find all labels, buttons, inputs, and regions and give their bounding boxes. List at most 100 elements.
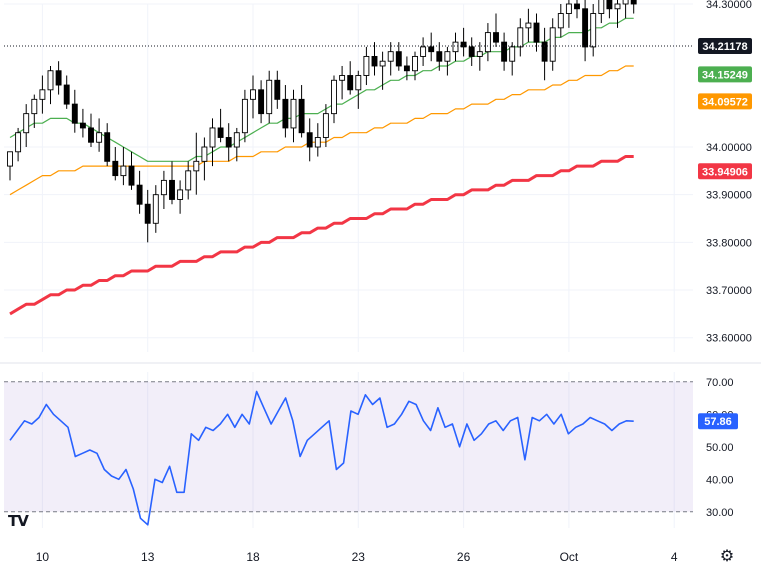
rsi-axis-tick-label: 30.00 (706, 507, 734, 519)
rsi-band (4, 381, 693, 512)
candle-body (185, 170, 192, 191)
current-price-tag-bg (698, 38, 752, 55)
candle-body (339, 75, 346, 81)
price-tag-bg (698, 66, 752, 83)
candle-body (428, 46, 435, 53)
price-pane[interactable]: 34.30000 34.00000 33.90000 33.80000 33.70000… (0, 0, 761, 364)
candle-body (39, 89, 46, 100)
candle-body (557, 13, 564, 29)
candle-body (347, 75, 354, 91)
candle-body (436, 51, 443, 62)
candle-body (493, 32, 499, 43)
sma-red-line (9, 155, 634, 316)
candle-body (525, 22, 532, 29)
candle-body (355, 75, 362, 91)
price-axis-tick-label: 33.70000 (706, 285, 752, 297)
candle-body (274, 79, 281, 100)
candle-body (452, 41, 459, 53)
candle-body (128, 165, 135, 186)
price-tag: 34.09572 (702, 96, 748, 108)
tradingview-logo-icon[interactable]: TV (8, 512, 29, 530)
candle-body (144, 203, 151, 224)
candle-body (444, 51, 451, 62)
candle-body (63, 84, 70, 105)
candle-body (565, 3, 572, 14)
candle-body (331, 79, 337, 115)
candle-body (322, 113, 329, 138)
candle-body (258, 89, 265, 115)
candle-body (31, 98, 38, 115)
candle-body (169, 179, 175, 200)
rsi-axis-tick-label: 50.00 (706, 442, 734, 454)
rsi-axis-tick-label: 40.00 (706, 474, 734, 486)
rsi-axis-tick-label: 70.00 (706, 377, 734, 389)
candle-body (79, 122, 86, 129)
candle-body (152, 194, 159, 224)
time-axis-tick-label: 13 (141, 550, 155, 564)
candle-body (104, 132, 111, 162)
candle-body (201, 146, 208, 162)
candle-body (582, 8, 589, 48)
candle-body (266, 79, 273, 115)
price-tag: 33.94906 (702, 166, 748, 178)
candle-body (282, 98, 289, 129)
candle-body (371, 55, 378, 67)
candle-body (136, 184, 143, 205)
time-axis-tick-label: 18 (246, 550, 260, 564)
candle-body (395, 51, 402, 67)
time-axis-tick-label: 10 (36, 550, 50, 564)
candle-body (55, 70, 62, 86)
current-price-tag: 34.21178 (702, 41, 747, 53)
candle-body (574, 3, 580, 10)
price-tag-bg (698, 163, 752, 180)
candle-body (379, 60, 386, 67)
candle-body (233, 132, 240, 148)
sma-green-line (9, 17, 634, 162)
candle-body (241, 98, 248, 134)
candle-body (541, 41, 548, 62)
candle-body (614, 3, 621, 10)
time-axis-tick-label: 26 (457, 550, 471, 564)
candle-body (47, 70, 54, 91)
price-axis-tick-label: 34.30000 (706, 0, 752, 11)
candle-body (7, 151, 13, 167)
time-axis-tick-label: 23 (352, 550, 366, 564)
price-tag-bg (698, 93, 752, 110)
price-axis-tick-label: 33.60000 (706, 333, 752, 345)
price-axis-tick-label: 33.90000 (706, 190, 752, 202)
candle-body (15, 132, 22, 153)
candle-body (590, 13, 597, 48)
candle-body (298, 98, 305, 134)
candle-body (160, 179, 167, 196)
candle-body (460, 41, 467, 48)
candle-body (476, 51, 483, 57)
candle-body (120, 165, 127, 177)
candle-body (533, 22, 540, 43)
candle-body (193, 160, 200, 172)
price-tag: 34.15249 (702, 69, 748, 81)
gear-icon[interactable]: ⚙ (719, 546, 735, 565)
rsi-value-tag: 57.86 (704, 416, 732, 428)
candle-body (622, 0, 629, 5)
time-axis-tick-label: 4 (671, 550, 678, 564)
rsi-line (9, 390, 634, 526)
candle-body (549, 27, 556, 62)
candle-body (412, 55, 418, 72)
candle-body (598, 0, 605, 14)
candle-body (403, 65, 410, 72)
candle-body (606, 0, 613, 10)
candle-body (509, 46, 516, 62)
candle-body (177, 189, 184, 200)
candle-body (112, 160, 119, 177)
candle-body (420, 46, 427, 57)
price-axis-tick-label: 34.00000 (706, 142, 752, 154)
candle-body (225, 137, 232, 148)
candle-body (250, 89, 256, 100)
candle-body (88, 127, 94, 143)
candle-body (209, 127, 216, 148)
candle-body (363, 55, 370, 76)
candle-body (501, 41, 508, 62)
candle-body (217, 127, 224, 138)
